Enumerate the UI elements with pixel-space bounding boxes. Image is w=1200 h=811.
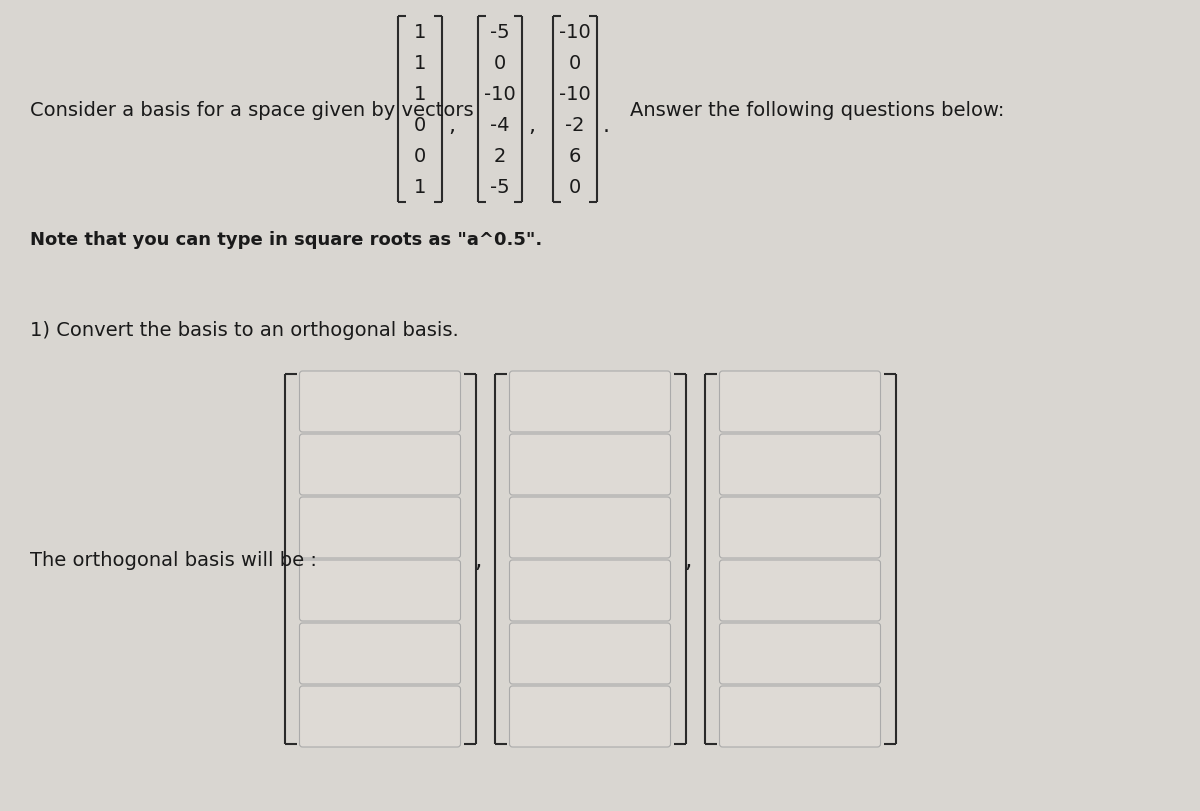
Text: 2: 2: [494, 147, 506, 165]
FancyBboxPatch shape: [720, 686, 881, 747]
Text: 1) Convert the basis to an orthogonal basis.: 1) Convert the basis to an orthogonal ba…: [30, 320, 458, 339]
FancyBboxPatch shape: [300, 623, 461, 684]
Text: Consider a basis for a space given by vectors: Consider a basis for a space given by ve…: [30, 101, 474, 119]
FancyBboxPatch shape: [510, 435, 671, 496]
Text: The orthogonal basis will be :: The orthogonal basis will be :: [30, 550, 317, 569]
Text: 0: 0: [414, 147, 426, 165]
Text: 1: 1: [414, 54, 426, 73]
Text: 6: 6: [569, 147, 581, 165]
Text: -5: -5: [490, 178, 510, 197]
FancyBboxPatch shape: [300, 497, 461, 558]
FancyBboxPatch shape: [300, 371, 461, 432]
Text: -4: -4: [491, 116, 510, 135]
FancyBboxPatch shape: [300, 435, 461, 496]
Text: -10: -10: [484, 85, 516, 104]
FancyBboxPatch shape: [300, 686, 461, 747]
Text: -2: -2: [565, 116, 584, 135]
Text: ,: ,: [448, 115, 455, 135]
FancyBboxPatch shape: [510, 371, 671, 432]
Text: ,: ,: [528, 115, 535, 135]
Text: 0: 0: [569, 54, 581, 73]
Text: ,: ,: [684, 547, 691, 571]
FancyBboxPatch shape: [510, 497, 671, 558]
Text: -10: -10: [559, 23, 590, 42]
Text: -10: -10: [559, 85, 590, 104]
FancyBboxPatch shape: [510, 686, 671, 747]
Text: Answer the following questions below:: Answer the following questions below:: [630, 101, 1004, 119]
Text: -5: -5: [490, 23, 510, 42]
FancyBboxPatch shape: [720, 371, 881, 432]
FancyBboxPatch shape: [720, 560, 881, 621]
Text: 0: 0: [569, 178, 581, 197]
Text: 0: 0: [414, 116, 426, 135]
FancyBboxPatch shape: [720, 623, 881, 684]
FancyBboxPatch shape: [510, 623, 671, 684]
Text: Note that you can type in square roots as "a^0.5".: Note that you can type in square roots a…: [30, 230, 542, 249]
FancyBboxPatch shape: [510, 560, 671, 621]
FancyBboxPatch shape: [720, 497, 881, 558]
Text: 0: 0: [494, 54, 506, 73]
Text: 1: 1: [414, 23, 426, 42]
FancyBboxPatch shape: [300, 560, 461, 621]
Text: 1: 1: [414, 85, 426, 104]
Text: ,: ,: [474, 547, 481, 571]
Text: .: .: [604, 115, 610, 135]
FancyBboxPatch shape: [720, 435, 881, 496]
Text: 1: 1: [414, 178, 426, 197]
